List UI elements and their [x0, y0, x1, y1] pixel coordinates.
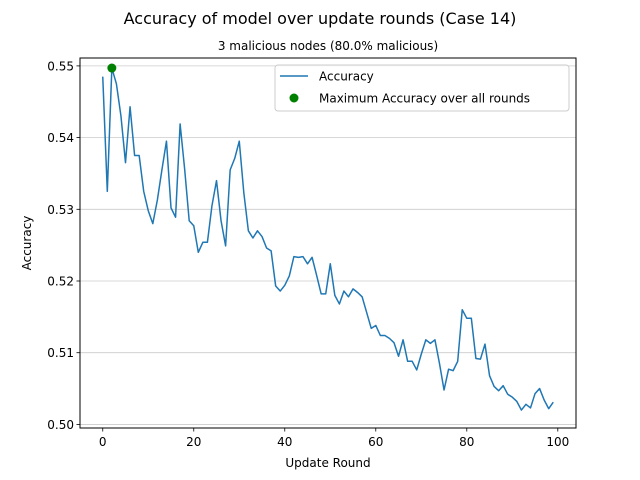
series-line-accuracy: [102, 67, 554, 411]
y-tick-label: 0.53: [47, 203, 74, 217]
legend-marker-swatch: [289, 93, 299, 103]
x-tick-label: 80: [459, 435, 474, 449]
chart-title: Accuracy of model over update rounds (Ca…: [124, 9, 517, 28]
legend-box: [274, 64, 570, 112]
gridlines: [80, 65, 576, 425]
axis-ticks: 0.50 0.51 0.52 0.53 0.54 0.55 0 20 40 60 80 100: [47, 59, 569, 449]
y-tick-label: 0.55: [47, 59, 74, 73]
chart-subtitle: 3 malicious nodes (80.0% malicious): [218, 39, 438, 53]
legend-label-accuracy: Accuracy: [319, 70, 374, 84]
x-axis-label: Update Round: [285, 456, 370, 470]
x-tick-label: 100: [546, 435, 569, 449]
x-tick-label: 40: [277, 435, 292, 449]
y-tick-label: 0.51: [47, 346, 74, 360]
max-accuracy-point: [107, 63, 117, 73]
plot-frame: [79, 57, 577, 429]
y-tick-label: 0.50: [47, 418, 74, 432]
legend-label-maximum: Maximum Accuracy over all rounds: [319, 92, 530, 106]
y-axis-label: Accuracy: [20, 216, 34, 271]
y-tick-label: 0.54: [47, 131, 74, 145]
x-tick-label: 0: [99, 435, 107, 449]
y-tick-label: 0.52: [47, 275, 74, 289]
legend: Accuracy Maximum Accuracy over all round…: [274, 64, 570, 112]
x-tick-label: 60: [368, 435, 383, 449]
plot-area: [102, 63, 554, 411]
x-tick-label: 20: [186, 435, 201, 449]
